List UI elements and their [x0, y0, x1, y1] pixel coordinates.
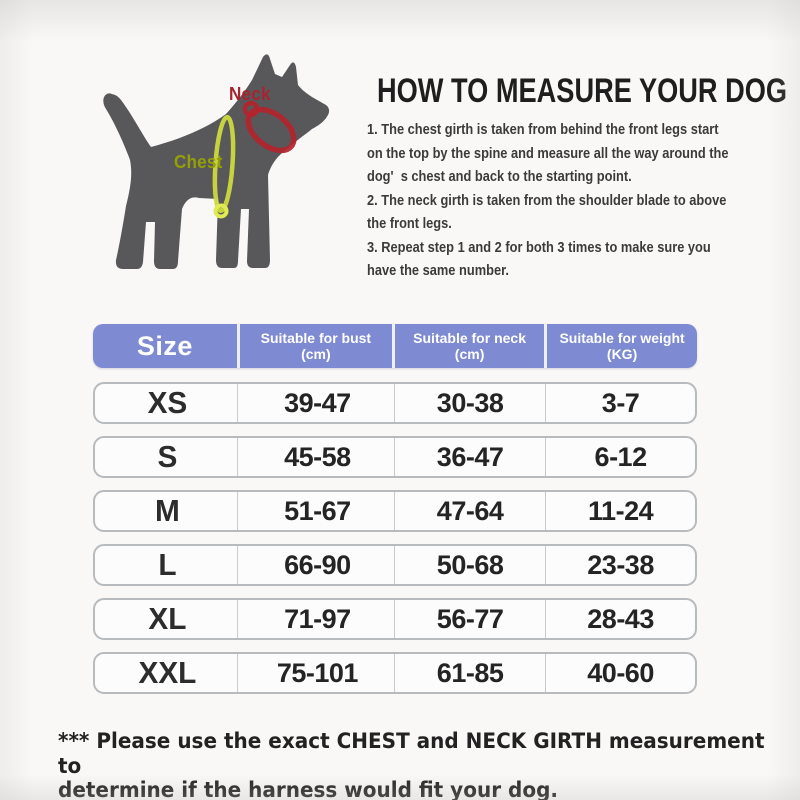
weight-cell: 28-43 — [587, 603, 654, 634]
table-row-m: M 51-67 47-64 11-24 — [93, 490, 697, 532]
table-row-xxl: XXL 75-101 61-85 40-60 — [93, 652, 697, 694]
neck-ring-loop — [242, 100, 260, 118]
weight-cell: 6-12 — [594, 441, 648, 472]
bust-cell: 71-97 — [241, 600, 395, 638]
size-table: Size Suitable for bust (cm) Suitable for… — [93, 324, 697, 706]
table-row-s: S 45-58 36-47 6-12 — [93, 436, 697, 478]
size-cell: XL — [98, 600, 238, 638]
size-cell: S — [98, 438, 238, 476]
footer-note: *** Please use the exact CHEST and NECK … — [58, 729, 765, 800]
chest-band-end-loop — [213, 203, 229, 219]
weight-cell: 23-38 — [587, 549, 654, 580]
neck-cell: 56-77 — [395, 600, 547, 638]
size-cell: XS — [98, 384, 238, 422]
page-title: HOW TO MEASURE YOUR DOG — [377, 72, 788, 110]
column-header-neck: Suitable for neck (cm) — [395, 324, 548, 368]
bust-cell: 45-58 — [241, 438, 395, 476]
size-cell: M — [98, 492, 238, 530]
neck-label: Neck — [229, 84, 271, 104]
size-cell: L — [98, 546, 238, 584]
neck-cell: 47-64 — [395, 492, 547, 530]
neck-cell: 30-38 — [395, 384, 547, 422]
bust-cell: 66-90 — [241, 546, 395, 584]
weight-cell: 11-24 — [588, 495, 654, 526]
size-cell: XXL — [98, 654, 238, 692]
neck-cell: 50-68 — [395, 546, 547, 584]
column-header-bust: Suitable for bust (cm) — [240, 324, 395, 368]
bust-cell: 75-101 — [241, 654, 395, 692]
weight-cell: 40-60 — [587, 657, 654, 688]
column-header-weight: Suitable for weight (KG) — [559, 330, 685, 362]
column-header-size: Size — [93, 324, 240, 368]
size-table-header-row: Size Suitable for bust (cm) Suitable for… — [93, 324, 697, 368]
neck-cell: 61-85 — [395, 654, 547, 692]
dog-silhouette-illustration — [103, 54, 330, 269]
bust-cell: 51-67 — [241, 492, 395, 530]
neck-cell: 36-47 — [395, 438, 547, 476]
weight-cell: 3-7 — [601, 387, 640, 418]
table-row-l: L 66-90 50-68 23-38 — [93, 544, 697, 586]
bust-cell: 39-47 — [241, 384, 395, 422]
table-row-xs: XS 39-47 30-38 3-7 — [93, 382, 697, 424]
chest-label: Chest — [174, 152, 223, 172]
table-row-xl: XL 71-97 56-77 28-43 — [93, 598, 697, 640]
measurement-instructions: 1. The chest girth is taken from behind … — [367, 122, 729, 279]
chest-girth-band — [212, 114, 236, 214]
